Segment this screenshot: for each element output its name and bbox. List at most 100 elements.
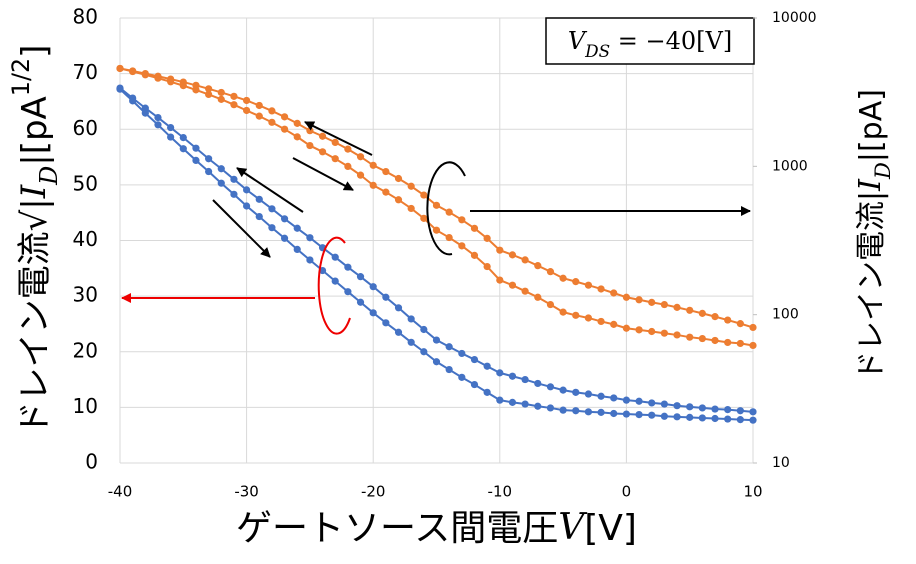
data-point [521, 375, 529, 384]
data-point [508, 372, 517, 380]
data-point [445, 208, 453, 216]
data-point [407, 315, 415, 323]
data-point [293, 245, 301, 253]
data-point [660, 300, 668, 309]
data-point [141, 109, 149, 117]
data-point [318, 132, 327, 140]
data-point [331, 253, 339, 261]
data-point [344, 288, 352, 296]
data-point [192, 144, 200, 152]
data-point [255, 212, 263, 221]
data-point [255, 101, 263, 110]
x-tick-label: -40 [108, 483, 133, 501]
data-point [736, 407, 744, 415]
data-point [394, 196, 403, 204]
data-point [167, 123, 175, 132]
data-point [686, 403, 694, 411]
y2-axis-title: ドレイン電流|ID|[pA] [853, 89, 895, 381]
data-point [243, 186, 251, 194]
y-axis-title-part: |[pA [15, 96, 55, 166]
x-axis-title: ゲートソース間電圧V[V] [236, 507, 637, 549]
data-point [686, 306, 694, 314]
ellipse-marker [317, 236, 351, 335]
y-axis-title-part: D [35, 166, 63, 186]
data-point [116, 64, 124, 73]
data-point [344, 162, 352, 170]
data-point [356, 298, 365, 306]
data-point [445, 233, 453, 242]
data-point [534, 293, 542, 301]
data-point [268, 205, 276, 213]
data-point [673, 331, 681, 339]
data-point [673, 402, 681, 410]
series-line [119, 67, 754, 329]
y-tick-label: 60 [73, 116, 98, 140]
data-point [432, 201, 441, 209]
data-point [217, 95, 225, 103]
x-tick-label: -20 [361, 483, 386, 501]
data-point [407, 204, 415, 213]
data-point [597, 317, 605, 326]
data-point [192, 86, 200, 94]
data-point [572, 407, 580, 415]
data-point [648, 327, 656, 336]
data-point [382, 293, 390, 301]
y2-tick-label: 100 [772, 307, 799, 323]
data-point [205, 167, 213, 176]
data-point [534, 402, 542, 410]
data-point [673, 303, 681, 311]
x-axis-title-part: [V] [584, 508, 637, 549]
data-point [394, 328, 403, 336]
data-point [686, 333, 694, 341]
annotation-part: V [568, 27, 588, 55]
data-point [635, 411, 643, 419]
data-point [546, 300, 555, 309]
annotation: VDS = −40[V] [568, 27, 732, 61]
data-point [584, 281, 593, 289]
data-point [179, 145, 187, 153]
data-point [407, 182, 415, 190]
data-point [635, 296, 643, 304]
data-point [698, 414, 706, 422]
data-point [483, 362, 491, 370]
data-point [420, 348, 428, 356]
data-point [458, 373, 466, 381]
arrow [212, 199, 271, 258]
data-point [534, 379, 542, 388]
data-point [179, 133, 187, 142]
annotation-part: = −40[V] [610, 27, 732, 55]
data-point [648, 399, 656, 407]
data-point [344, 145, 352, 153]
y-tick-label: 30 [73, 283, 98, 307]
data-point [331, 277, 339, 285]
series-line [119, 88, 754, 422]
data-point [749, 323, 757, 332]
data-point [167, 133, 175, 141]
data-point [141, 71, 149, 79]
data-point [205, 90, 213, 99]
y-tick-label: 80 [73, 5, 98, 29]
data-point [369, 283, 377, 291]
y-axis-title-part: I [14, 184, 54, 199]
y2-tick-label: 1000 [772, 158, 808, 174]
data-point [711, 405, 719, 413]
y-axis-title-part: ] [15, 45, 55, 58]
data-point [597, 285, 605, 293]
data-point [711, 336, 719, 345]
data-point [470, 355, 479, 364]
data-point [217, 165, 225, 173]
data-point [572, 388, 580, 396]
y2-axis-title-part: D [871, 162, 895, 180]
data-point [154, 74, 162, 82]
x-tick-label: 0 [622, 483, 632, 501]
data-point [508, 281, 517, 289]
data-point [724, 406, 732, 414]
data-point [306, 141, 314, 150]
data-point [458, 242, 466, 250]
data-point [167, 78, 175, 86]
y-tick-label: 40 [73, 227, 98, 251]
grid [119, 17, 754, 464]
data-point [635, 397, 643, 405]
data-point [205, 85, 213, 93]
data-point [356, 171, 365, 179]
